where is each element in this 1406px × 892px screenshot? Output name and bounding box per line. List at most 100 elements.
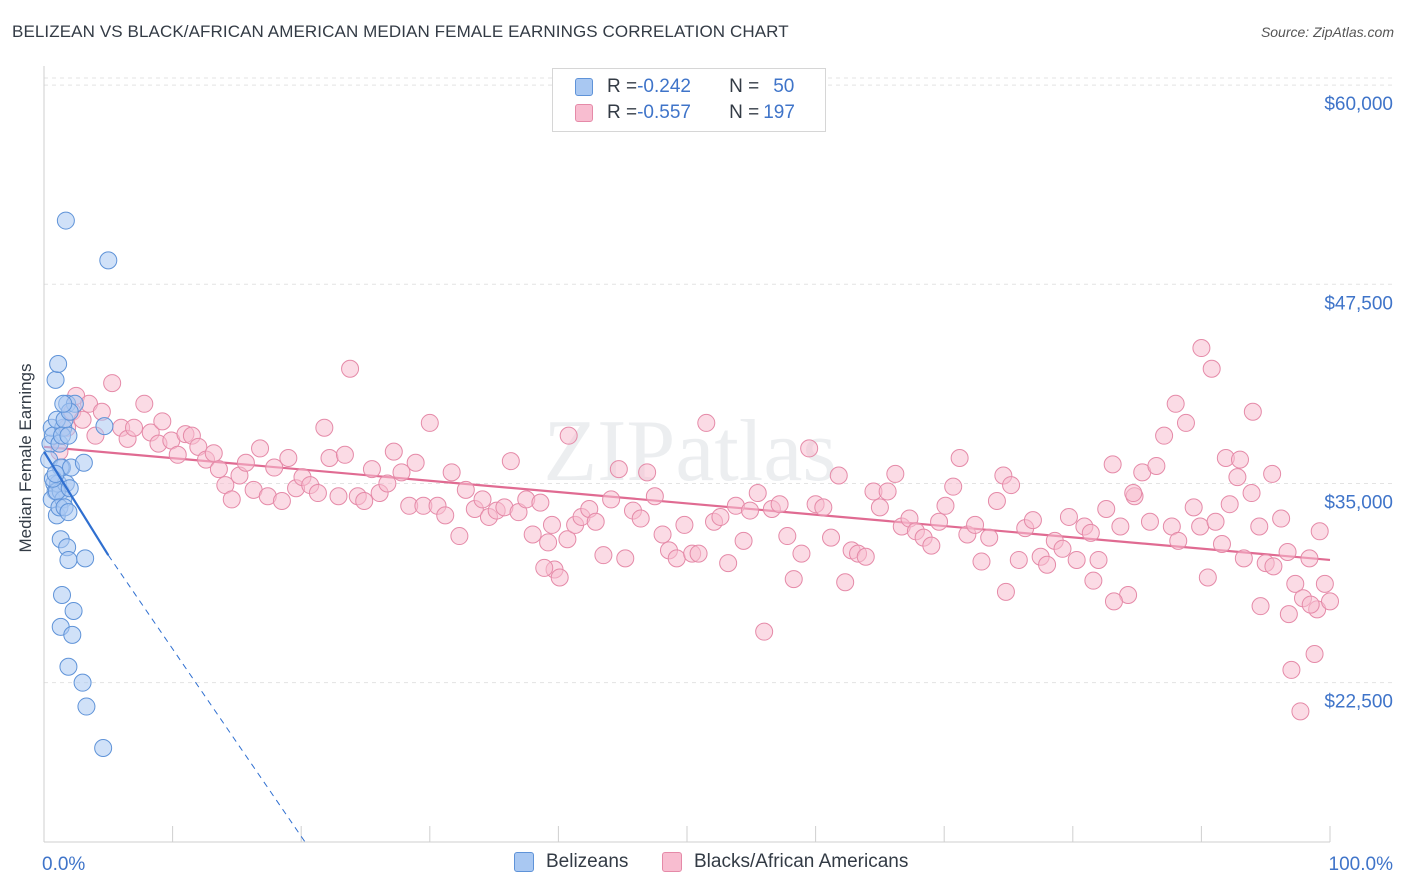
black-american-point: [829, 466, 848, 485]
black-american-point: [667, 549, 686, 568]
black-american-point: [653, 525, 672, 544]
black-american-point: [1278, 542, 1297, 561]
black-american-point: [784, 570, 803, 589]
belizean-point: [94, 738, 113, 757]
black-american-point: [279, 448, 298, 467]
black-american-point: [1251, 597, 1270, 616]
black-american-point: [1184, 498, 1203, 517]
black-american-point: [1282, 660, 1301, 679]
black-american-point: [1176, 413, 1195, 432]
black-american-point: [1147, 456, 1166, 475]
black-american-point: [996, 582, 1015, 601]
black-american-point: [770, 495, 789, 514]
legend-r-label: R =: [607, 102, 638, 123]
black-american-point: [436, 506, 455, 525]
black-american-point: [638, 463, 657, 482]
black-american-point: [792, 544, 811, 563]
black-american-point: [1038, 555, 1057, 574]
belizean-point: [63, 625, 82, 644]
legend-r-value: -0.557: [637, 102, 691, 123]
belizean-point: [54, 394, 73, 413]
black-american-point: [1124, 484, 1143, 503]
black-american-point: [1084, 571, 1103, 590]
black-american-point: [559, 426, 578, 445]
black-american-point: [542, 515, 561, 534]
black-american-point: [420, 413, 439, 432]
trend-lines: [43, 445, 1331, 562]
black-american-point: [1279, 605, 1298, 624]
legend-item-belizeans[interactable]: Belizeans: [514, 851, 628, 873]
legend-n-value: 197: [763, 102, 795, 123]
black-american-point: [1140, 512, 1159, 531]
black-american-point: [697, 413, 716, 432]
black-american-point: [406, 453, 425, 472]
legend-row-blacks: R = -0.557 N = 197: [575, 100, 795, 126]
black-american-point: [550, 568, 569, 587]
chart-title: BELIZEAN VS BLACK/AFRICAN AMERICAN MEDIA…: [12, 22, 789, 41]
black-american-point: [689, 544, 708, 563]
black-american-point: [719, 554, 738, 573]
black-american-point: [1220, 495, 1239, 514]
black-american-point: [602, 490, 621, 509]
legend-label-belizeans: Belizeans: [546, 851, 629, 872]
black-american-point: [456, 480, 475, 499]
belizean-point: [59, 550, 78, 569]
black-american-point: [856, 547, 875, 566]
black-american-point: [616, 549, 635, 568]
black-american-point: [870, 498, 889, 517]
black-american-point: [878, 482, 897, 501]
black-american-point: [886, 464, 905, 483]
black-american-point: [355, 492, 374, 511]
black-american-point: [711, 507, 730, 526]
black-american-point: [204, 444, 223, 463]
legend-r-label: R =: [607, 76, 638, 97]
series-legend: Belizeans Blacks/African Americans: [0, 851, 1406, 877]
black-american-point: [222, 490, 241, 509]
y-tick-label: $60,000: [1324, 94, 1393, 115]
belizean-point: [95, 417, 114, 436]
black-american-point: [341, 359, 360, 378]
black-american-point: [535, 558, 554, 577]
black-american-point: [1310, 522, 1329, 541]
black-american-point: [315, 418, 334, 437]
belizean-point: [56, 211, 75, 230]
black-american-point: [1250, 517, 1269, 536]
black-american-point: [1212, 535, 1231, 554]
black-american-point: [1242, 484, 1261, 503]
black-american-point: [392, 463, 411, 482]
black-american-point: [501, 452, 520, 471]
y-tick-label: $47,500: [1324, 293, 1393, 314]
black-american-point: [1053, 539, 1072, 558]
legend-row-belizeans: R = -0.242 N = 50: [575, 74, 794, 100]
legend-swatch-blacks: [575, 104, 593, 122]
black-american-point: [450, 527, 469, 546]
black-american-point: [1315, 574, 1334, 593]
black-american-point: [168, 445, 187, 464]
black-american-point: [748, 484, 767, 503]
black-american-point: [1103, 455, 1122, 474]
black-american-point: [922, 536, 941, 555]
black-american-point: [1009, 550, 1028, 569]
black-american-point: [1272, 509, 1291, 528]
black-american-point: [1228, 468, 1247, 487]
black-american-point: [272, 492, 291, 511]
black-american-point: [531, 493, 550, 512]
legend-label-blacks: Blacks/African Americans: [694, 851, 909, 872]
black-american-point: [1300, 549, 1319, 568]
watermark: ZIPatlas: [543, 403, 836, 500]
black-american-point: [1301, 595, 1320, 614]
legend-item-blacks[interactable]: Blacks/African Americans: [662, 851, 908, 873]
black-american-point: [778, 527, 797, 546]
black-american-point: [539, 533, 558, 552]
black-american-point: [73, 410, 92, 429]
legend-n-value: 50: [773, 76, 795, 97]
trend-line-belizeans-extension: [107, 554, 306, 843]
black-american-point: [251, 439, 270, 458]
belizean-point: [73, 673, 92, 692]
black-american-point: [362, 460, 381, 479]
black-american-point: [800, 439, 819, 458]
legend-swatch-belizeans: [514, 852, 534, 872]
y-tick-label: $22,500: [1324, 692, 1393, 713]
belizean-point: [74, 453, 93, 472]
